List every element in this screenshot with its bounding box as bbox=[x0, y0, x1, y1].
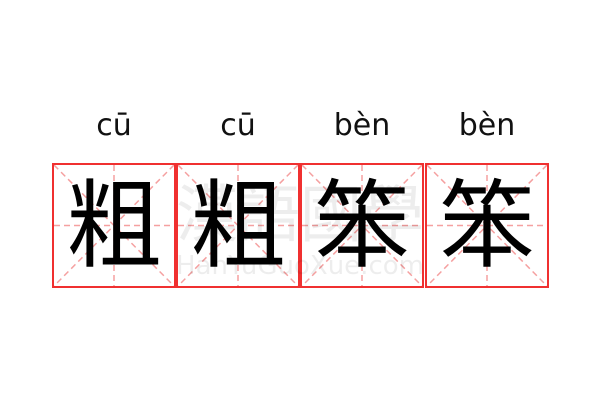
character-cell: 笨 bbox=[425, 163, 549, 288]
pinyin-label: cū bbox=[96, 108, 132, 143]
hanzi-character: 笨 bbox=[314, 169, 410, 282]
pinyin-label: cū bbox=[220, 108, 256, 143]
hanzi-character: 粗 bbox=[66, 169, 162, 282]
hanzi-character: 笨 bbox=[439, 169, 535, 282]
pinyin-label: bèn bbox=[458, 108, 516, 143]
character-cell: 粗 bbox=[176, 163, 300, 288]
guide-lines bbox=[302, 165, 422, 286]
character-cell: 笨 bbox=[300, 163, 424, 288]
character-cell: 粗 bbox=[52, 163, 176, 288]
guide-lines bbox=[427, 165, 547, 286]
pinyin-label: bèn bbox=[333, 108, 391, 143]
guide-lines bbox=[54, 165, 174, 286]
hanzi-character: 粗 bbox=[190, 169, 286, 282]
guide-lines bbox=[178, 165, 298, 286]
